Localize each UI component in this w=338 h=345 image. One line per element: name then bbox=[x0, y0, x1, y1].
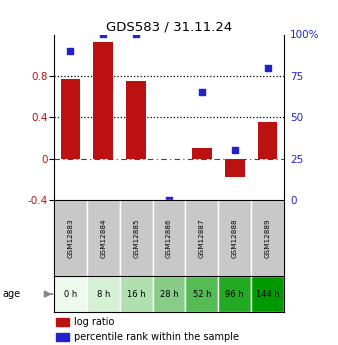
Bar bbox=[87, 276, 120, 312]
Text: 16 h: 16 h bbox=[127, 289, 145, 299]
Text: log ratio: log ratio bbox=[74, 317, 114, 327]
Text: GSM12884: GSM12884 bbox=[100, 218, 106, 258]
Text: 52 h: 52 h bbox=[193, 289, 211, 299]
Point bbox=[199, 90, 204, 95]
Point bbox=[232, 148, 237, 153]
Point bbox=[134, 32, 139, 37]
Bar bbox=[251, 276, 284, 312]
Bar bbox=[186, 276, 218, 312]
Bar bbox=[120, 276, 152, 312]
Bar bbox=[94, 42, 113, 159]
Text: 144 h: 144 h bbox=[256, 289, 280, 299]
Point bbox=[101, 32, 106, 37]
Bar bbox=[192, 148, 212, 159]
Text: 0 h: 0 h bbox=[64, 289, 77, 299]
Text: age: age bbox=[3, 289, 21, 299]
Text: percentile rank within the sample: percentile rank within the sample bbox=[74, 332, 239, 342]
Title: GDS583 / 31.11.24: GDS583 / 31.11.24 bbox=[106, 20, 232, 33]
Bar bbox=[87, 200, 120, 276]
Bar bbox=[56, 333, 69, 341]
Bar bbox=[56, 318, 69, 326]
Bar bbox=[126, 81, 146, 159]
Point bbox=[166, 197, 172, 203]
Bar bbox=[218, 276, 251, 312]
Point bbox=[265, 65, 270, 70]
Bar bbox=[54, 200, 87, 276]
Bar bbox=[120, 200, 152, 276]
Text: 28 h: 28 h bbox=[160, 289, 178, 299]
Bar bbox=[54, 276, 87, 312]
Bar bbox=[225, 159, 244, 177]
Text: 8 h: 8 h bbox=[97, 289, 110, 299]
Bar bbox=[186, 200, 218, 276]
Bar bbox=[152, 200, 186, 276]
Text: GSM12889: GSM12889 bbox=[265, 218, 270, 258]
Text: GSM12883: GSM12883 bbox=[68, 218, 73, 258]
Bar bbox=[218, 200, 251, 276]
Text: GSM12887: GSM12887 bbox=[199, 218, 205, 258]
Text: GSM12888: GSM12888 bbox=[232, 218, 238, 258]
Text: 96 h: 96 h bbox=[225, 289, 244, 299]
Bar bbox=[258, 122, 277, 159]
Text: GSM12885: GSM12885 bbox=[133, 218, 139, 258]
Bar bbox=[61, 79, 80, 159]
Text: GSM12886: GSM12886 bbox=[166, 218, 172, 258]
Bar bbox=[251, 200, 284, 276]
Point bbox=[68, 48, 73, 54]
Bar bbox=[152, 276, 186, 312]
